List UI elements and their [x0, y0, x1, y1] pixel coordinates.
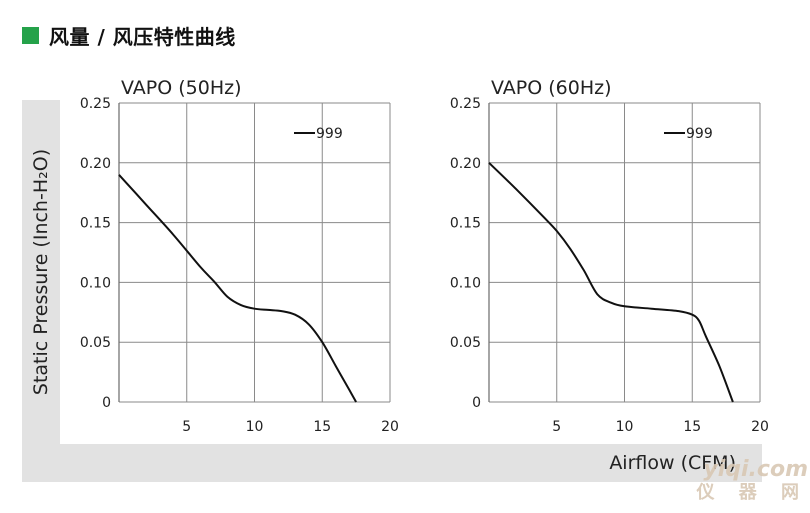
watermark: yiqi.com 仪 器 网 [696, 458, 808, 504]
chart2-ytick-label: 0.15 [450, 216, 481, 232]
chart2-ytick-label: 0.20 [450, 156, 481, 172]
chart2-series-line [488, 162, 734, 403]
green-square-icon [22, 26, 39, 44]
chart1-ytick-label: 0 [102, 395, 111, 411]
watermark-line1: yiqi.com [703, 457, 808, 482]
chart1-xtick-label: 5 [182, 419, 191, 435]
chart2-xtick-label: 10 [616, 419, 634, 435]
x-axis-label: Airflow (CFM) [609, 452, 736, 474]
left-frame-band [22, 100, 60, 482]
chart2-ytick-label: 0.25 [450, 96, 481, 112]
chart2-title: VAPO (60Hz) [491, 77, 612, 99]
chart2-legend-label: 999 [686, 126, 713, 142]
chart1-xtick-label: 10 [246, 419, 264, 435]
chart2-ytick-label: 0.05 [450, 335, 481, 351]
chart1-xtick-label: 20 [381, 419, 399, 435]
chart1-ytick-label: 0.25 [80, 96, 111, 112]
chart2-xtick-label: 5 [552, 419, 561, 435]
chart1-ytick-label: 0.20 [80, 156, 111, 172]
bottom-frame-band [22, 444, 762, 482]
chart2-ytick-label: 0.10 [450, 275, 481, 291]
chart2-xtick-label: 20 [751, 419, 769, 435]
chart1-xtick-label: 15 [313, 419, 331, 435]
chart1-ytick-label: 0.15 [80, 216, 111, 232]
section-header: 风量 / 风压特性曲线 [22, 20, 236, 50]
chart1-title: VAPO (50Hz) [121, 77, 242, 99]
chart1-series-line [118, 174, 357, 403]
chart1-legend-label: 999 [316, 126, 343, 142]
chart2-xtick-label: 15 [683, 419, 701, 435]
watermark-line2: 仪 器 网 [696, 482, 808, 503]
section-title: 风量 / 风压特性曲线 [49, 24, 236, 49]
chart2-ytick-label: 0 [472, 395, 481, 411]
chart1-ytick-label: 0.10 [80, 275, 111, 291]
chart1-ytick-label: 0.05 [80, 335, 111, 351]
